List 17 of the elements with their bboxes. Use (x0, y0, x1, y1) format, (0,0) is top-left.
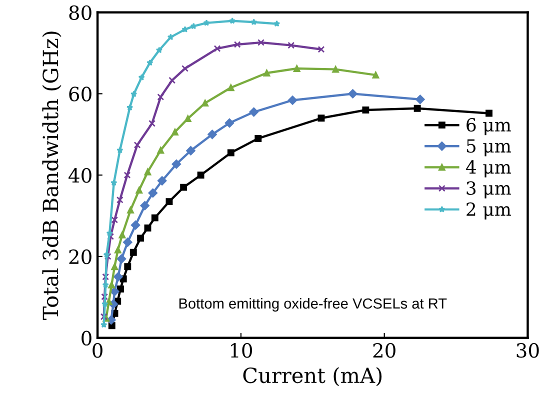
y-axis-title: Total 3dB Bandwidth (GHz) (42, 32, 62, 320)
legend-label: 4 μm (466, 160, 511, 178)
x-tick-label: 0 (92, 343, 102, 358)
y-tick-label: 60 (69, 86, 92, 102)
annotation: Bottom emitting oxide-free VCSELs at RT (179, 298, 447, 312)
x-tick-label: 20 (373, 343, 396, 358)
y-tick-label: 80 (69, 5, 92, 20)
y-tick-label: 20 (69, 249, 92, 264)
y-tick-label: 40 (68, 168, 92, 183)
legend-label: 5 μm (466, 139, 511, 156)
legend-label: 6 μm (466, 118, 511, 136)
x-axis-title: Current (mA) (243, 367, 382, 386)
y-tick-label: 0 (82, 330, 92, 346)
legend-label: 2 μm (466, 202, 511, 220)
legend-label: 3 μm (466, 181, 511, 198)
x-tick-label: 30 (516, 343, 539, 358)
x-tick-label: 10 (230, 343, 252, 358)
